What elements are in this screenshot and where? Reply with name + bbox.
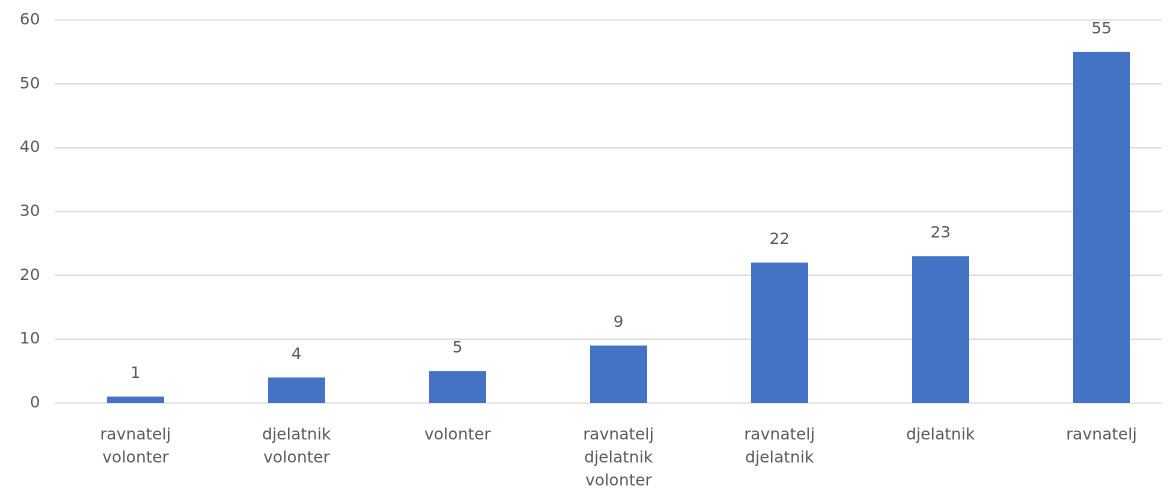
- x-tick-label: ravnatelj: [744, 425, 815, 444]
- y-tick-label: 30: [20, 201, 40, 220]
- data-label: 9: [613, 312, 623, 331]
- x-tick-label: volonter: [102, 448, 169, 467]
- x-tick-label: djelatnik: [584, 448, 654, 467]
- x-tick-label: djelatnik: [262, 425, 332, 444]
- y-tick-label: 40: [20, 137, 40, 156]
- y-tick-label: 20: [20, 265, 40, 284]
- x-tick-label: volonter: [424, 425, 491, 444]
- data-label: 22: [769, 229, 789, 248]
- bar: [1073, 51, 1130, 404]
- data-label: 23: [930, 223, 950, 242]
- bar: [429, 371, 486, 403]
- bar: [268, 377, 325, 403]
- y-tick-label: 50: [20, 73, 40, 92]
- bar: [912, 256, 969, 403]
- x-tick-label: djelatnik: [906, 425, 976, 444]
- x-tick-label: djelatnik: [745, 448, 815, 467]
- x-tick-label: ravnatelj: [583, 425, 654, 444]
- x-tick-label: volonter: [263, 448, 330, 467]
- y-tick-label: 10: [20, 329, 40, 348]
- data-label: 5: [452, 338, 462, 357]
- data-label: 55: [1091, 18, 1111, 37]
- y-tick-label: 0: [30, 393, 40, 412]
- x-tick-label: volonter: [585, 471, 652, 490]
- y-tick-label: 60: [20, 10, 40, 29]
- data-label: 4: [291, 344, 301, 363]
- x-tick-label: ravnatelj: [100, 425, 171, 444]
- bar: [590, 345, 647, 403]
- x-tick-label: ravnatelj: [1066, 425, 1137, 444]
- bar: [107, 396, 164, 403]
- data-label: 1: [130, 363, 140, 382]
- bar: [751, 262, 808, 403]
